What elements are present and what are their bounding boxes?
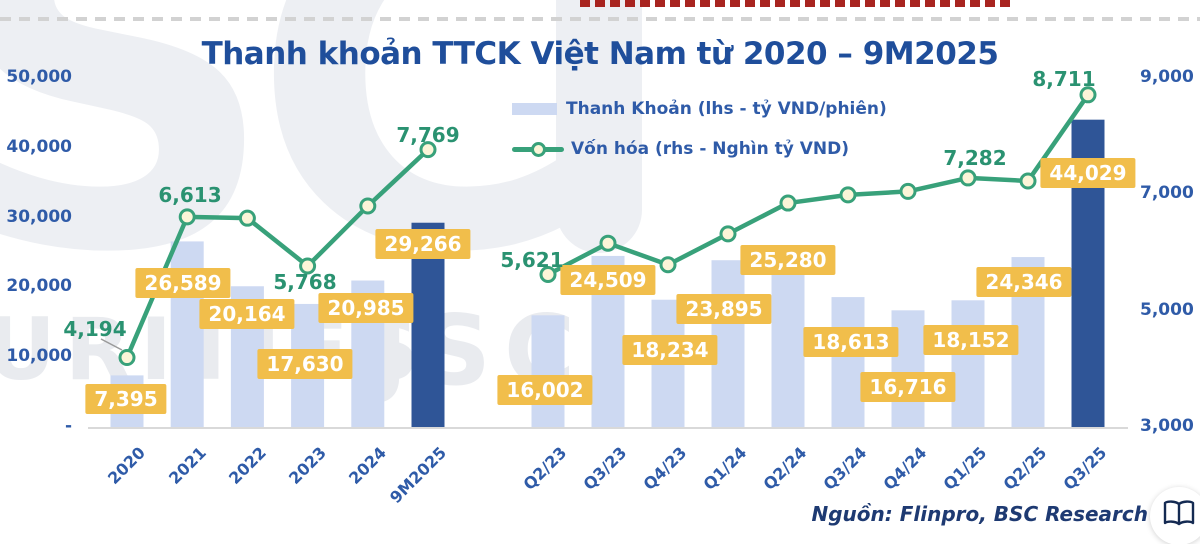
legend-label: Thanh Khoản (lhs - tỷ VND/phiên) bbox=[566, 99, 887, 119]
bar-Q2/24 bbox=[771, 250, 805, 427]
line-marker-2024 bbox=[359, 197, 377, 215]
line-marker-Q1/25 bbox=[959, 169, 977, 187]
line-marker-2023 bbox=[299, 257, 317, 275]
line-marker-Q1/24 bbox=[719, 225, 737, 243]
bar-2024 bbox=[351, 280, 385, 427]
line-marker-Q2/25 bbox=[1019, 172, 1037, 190]
line-marker-2022 bbox=[238, 209, 256, 227]
line-marker-Q2/24 bbox=[779, 194, 797, 212]
line-marker-9M2025 bbox=[419, 141, 437, 159]
line-marker-Q3/25 bbox=[1079, 86, 1097, 104]
line-marker-Q4/23 bbox=[659, 256, 677, 274]
watermark-shape bbox=[556, 0, 642, 253]
bar-2021 bbox=[170, 241, 204, 427]
line-series-quarterly bbox=[545, 92, 1091, 277]
bar-Q3/23 bbox=[591, 255, 625, 427]
chart-legend: Thanh Khoản (lhs - tỷ VND/phiên) Vốn hóa… bbox=[512, 96, 887, 176]
bar-9M2025 bbox=[411, 222, 445, 427]
bar-Q1/24 bbox=[711, 260, 745, 427]
bar-Q4/23 bbox=[651, 299, 685, 427]
label-leader-line bbox=[100, 338, 123, 351]
bar-Q3/24 bbox=[831, 297, 865, 427]
line-marker-2021 bbox=[178, 208, 196, 226]
bar-Q2/23 bbox=[531, 315, 565, 427]
line-marker-Q4/24 bbox=[899, 182, 917, 200]
bar-Q3/25 bbox=[1071, 119, 1105, 427]
line-marker-Q3/23 bbox=[599, 234, 617, 252]
line-marker-Q2/23 bbox=[539, 266, 557, 284]
bar-2022 bbox=[230, 286, 264, 427]
line-series-swatch-icon bbox=[512, 141, 564, 157]
page-title: Thanh khoản TTCK Việt Nam từ 2020 – 9M20… bbox=[201, 36, 999, 72]
reader-button[interactable] bbox=[1150, 487, 1200, 544]
line-marker-Q3/24 bbox=[839, 186, 857, 204]
line-marker-2020 bbox=[118, 349, 136, 367]
bar-Q4/24 bbox=[891, 310, 925, 427]
bar-2023 bbox=[291, 303, 325, 427]
legend-item-liquidity: Thanh Khoản (lhs - tỷ VND/phiên) bbox=[512, 96, 887, 122]
open-book-icon bbox=[1162, 499, 1196, 533]
gray-dashed-line bbox=[0, 17, 1200, 21]
line-series-yearly bbox=[124, 147, 431, 360]
bar-Q1/25 bbox=[951, 300, 985, 427]
bar-2020 bbox=[110, 375, 144, 427]
legend-label: Vốn hóa (rhs - Nghìn tỷ VND) bbox=[571, 139, 850, 159]
legend-item-marketcap: Vốn hóa (rhs - Nghìn tỷ VND) bbox=[512, 136, 887, 162]
bar-Q2/25 bbox=[1011, 257, 1045, 427]
red-dashed-annotation bbox=[580, 0, 1010, 7]
watermark-logo: SC bbox=[0, 0, 595, 355]
source-note: Nguồn: Flinpro, BSC Research bbox=[811, 502, 1148, 526]
bar-series-swatch-icon bbox=[512, 103, 557, 115]
